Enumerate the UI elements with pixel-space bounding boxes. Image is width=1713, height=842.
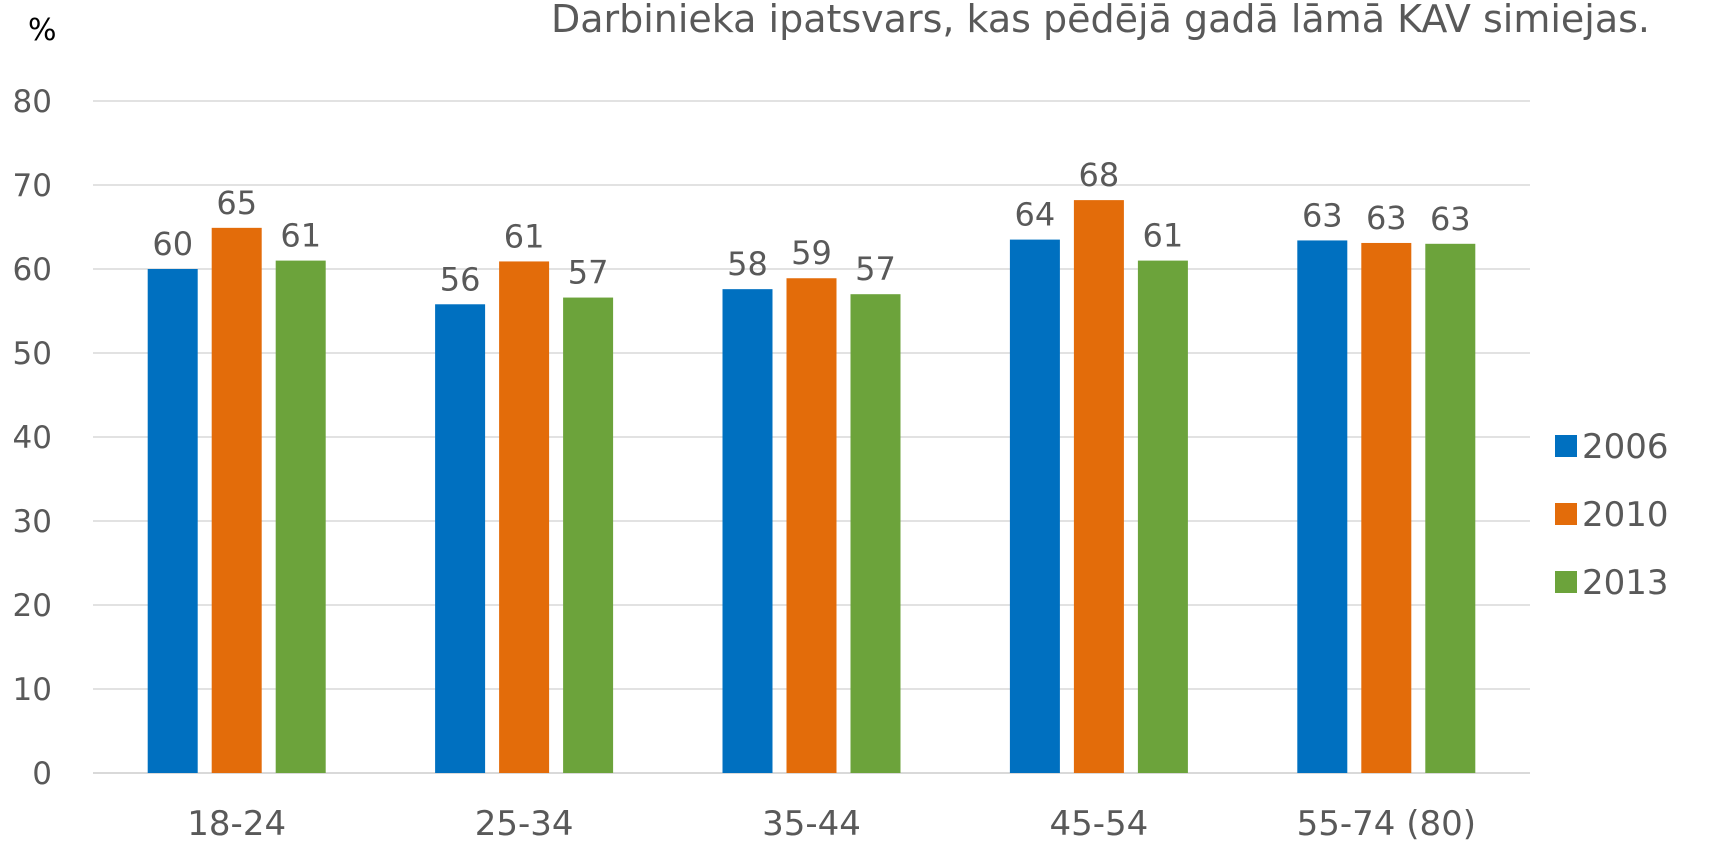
y-tick-label-70: 70 bbox=[13, 168, 52, 204]
bar-2013-45-54 bbox=[1137, 260, 1188, 774]
y-tick-label-60: 60 bbox=[13, 252, 52, 288]
chart-title: Darbinieka ipatsvars, kas pēdējā gadā lā… bbox=[551, 0, 1650, 41]
data-label-2010-45-54: 68 bbox=[1079, 156, 1120, 194]
y-tick-label-20: 20 bbox=[13, 588, 52, 624]
legend-swatch-2006 bbox=[1555, 435, 1577, 457]
y-tick-label-10: 10 bbox=[13, 672, 52, 708]
y-tick-label-30: 30 bbox=[13, 504, 52, 540]
legend-label-2013: 2013 bbox=[1582, 563, 1669, 603]
bar-2010-45-54 bbox=[1073, 200, 1124, 773]
bar-2006-55-74 (80) bbox=[1297, 240, 1348, 773]
y-tick-label-50: 50 bbox=[13, 336, 52, 372]
data-label-2006-18-24: 60 bbox=[152, 225, 193, 263]
data-label-2010-35-44: 59 bbox=[791, 234, 832, 272]
x-category-label-55-74 (80): 55-74 (80) bbox=[1297, 804, 1476, 842]
x-category-label-35-44: 35-44 bbox=[762, 804, 861, 842]
data-label-2013-18-24: 61 bbox=[280, 217, 321, 255]
y-axis-ticks: 0 10 20 30 40 50 60 70 80 bbox=[13, 84, 52, 792]
bar-2006-35-44 bbox=[722, 289, 773, 773]
bar-2006-18-24 bbox=[147, 269, 198, 773]
bar-2013-18-24 bbox=[275, 260, 326, 774]
data-label-2006-55-74 (80): 63 bbox=[1302, 196, 1343, 234]
bar-2013-55-74 (80) bbox=[1425, 243, 1476, 774]
y-tick-label-40: 40 bbox=[13, 420, 52, 456]
legend: 2006 2010 2013 bbox=[1555, 427, 1669, 603]
bar-2010-25-34 bbox=[499, 261, 550, 773]
x-category-label-25-34: 25-34 bbox=[475, 804, 574, 842]
bar-2006-25-34 bbox=[435, 304, 486, 773]
data-label-2013-35-44: 57 bbox=[855, 250, 896, 288]
data-label-2010-18-24: 65 bbox=[216, 184, 257, 222]
legend-swatch-2013 bbox=[1555, 571, 1577, 593]
x-axis-categories: 18-24 25-34 35-44 45-54 55-74 (80) bbox=[187, 804, 1476, 842]
data-label-2006-45-54: 64 bbox=[1015, 196, 1056, 234]
data-label-2010-25-34: 61 bbox=[504, 217, 545, 255]
legend-label-2010: 2010 bbox=[1582, 495, 1669, 535]
bar-2013-35-44 bbox=[850, 294, 901, 773]
data-label-2013-45-54: 61 bbox=[1143, 217, 1184, 255]
bar-2010-35-44 bbox=[786, 278, 837, 773]
bar-2013-25-34 bbox=[563, 297, 614, 773]
legend-label-2006: 2006 bbox=[1582, 427, 1669, 467]
bar-2010-55-74 (80) bbox=[1361, 242, 1412, 773]
bar-2006-45-54 bbox=[1009, 239, 1060, 774]
data-label-2013-55-74 (80): 63 bbox=[1430, 200, 1471, 238]
data-label-2013-25-34: 57 bbox=[568, 254, 609, 292]
y-tick-label-0: 0 bbox=[32, 756, 52, 792]
bar-2010-18-24 bbox=[211, 227, 262, 774]
legend-swatch-2010 bbox=[1555, 503, 1577, 525]
y-axis-unit-label: % bbox=[28, 13, 57, 48]
data-label-2006-35-44: 58 bbox=[727, 245, 768, 283]
y-tick-label-80: 80 bbox=[13, 84, 52, 120]
bars bbox=[147, 200, 1476, 774]
x-category-label-45-54: 45-54 bbox=[1050, 804, 1149, 842]
data-label-2010-55-74 (80): 63 bbox=[1366, 199, 1407, 237]
data-label-2006-25-34: 56 bbox=[440, 260, 481, 298]
x-category-label-18-24: 18-24 bbox=[187, 804, 286, 842]
data-labels: 60 65 61 56 61 57 58 59 57 64 68 61 63 63 63 bbox=[152, 156, 1470, 298]
